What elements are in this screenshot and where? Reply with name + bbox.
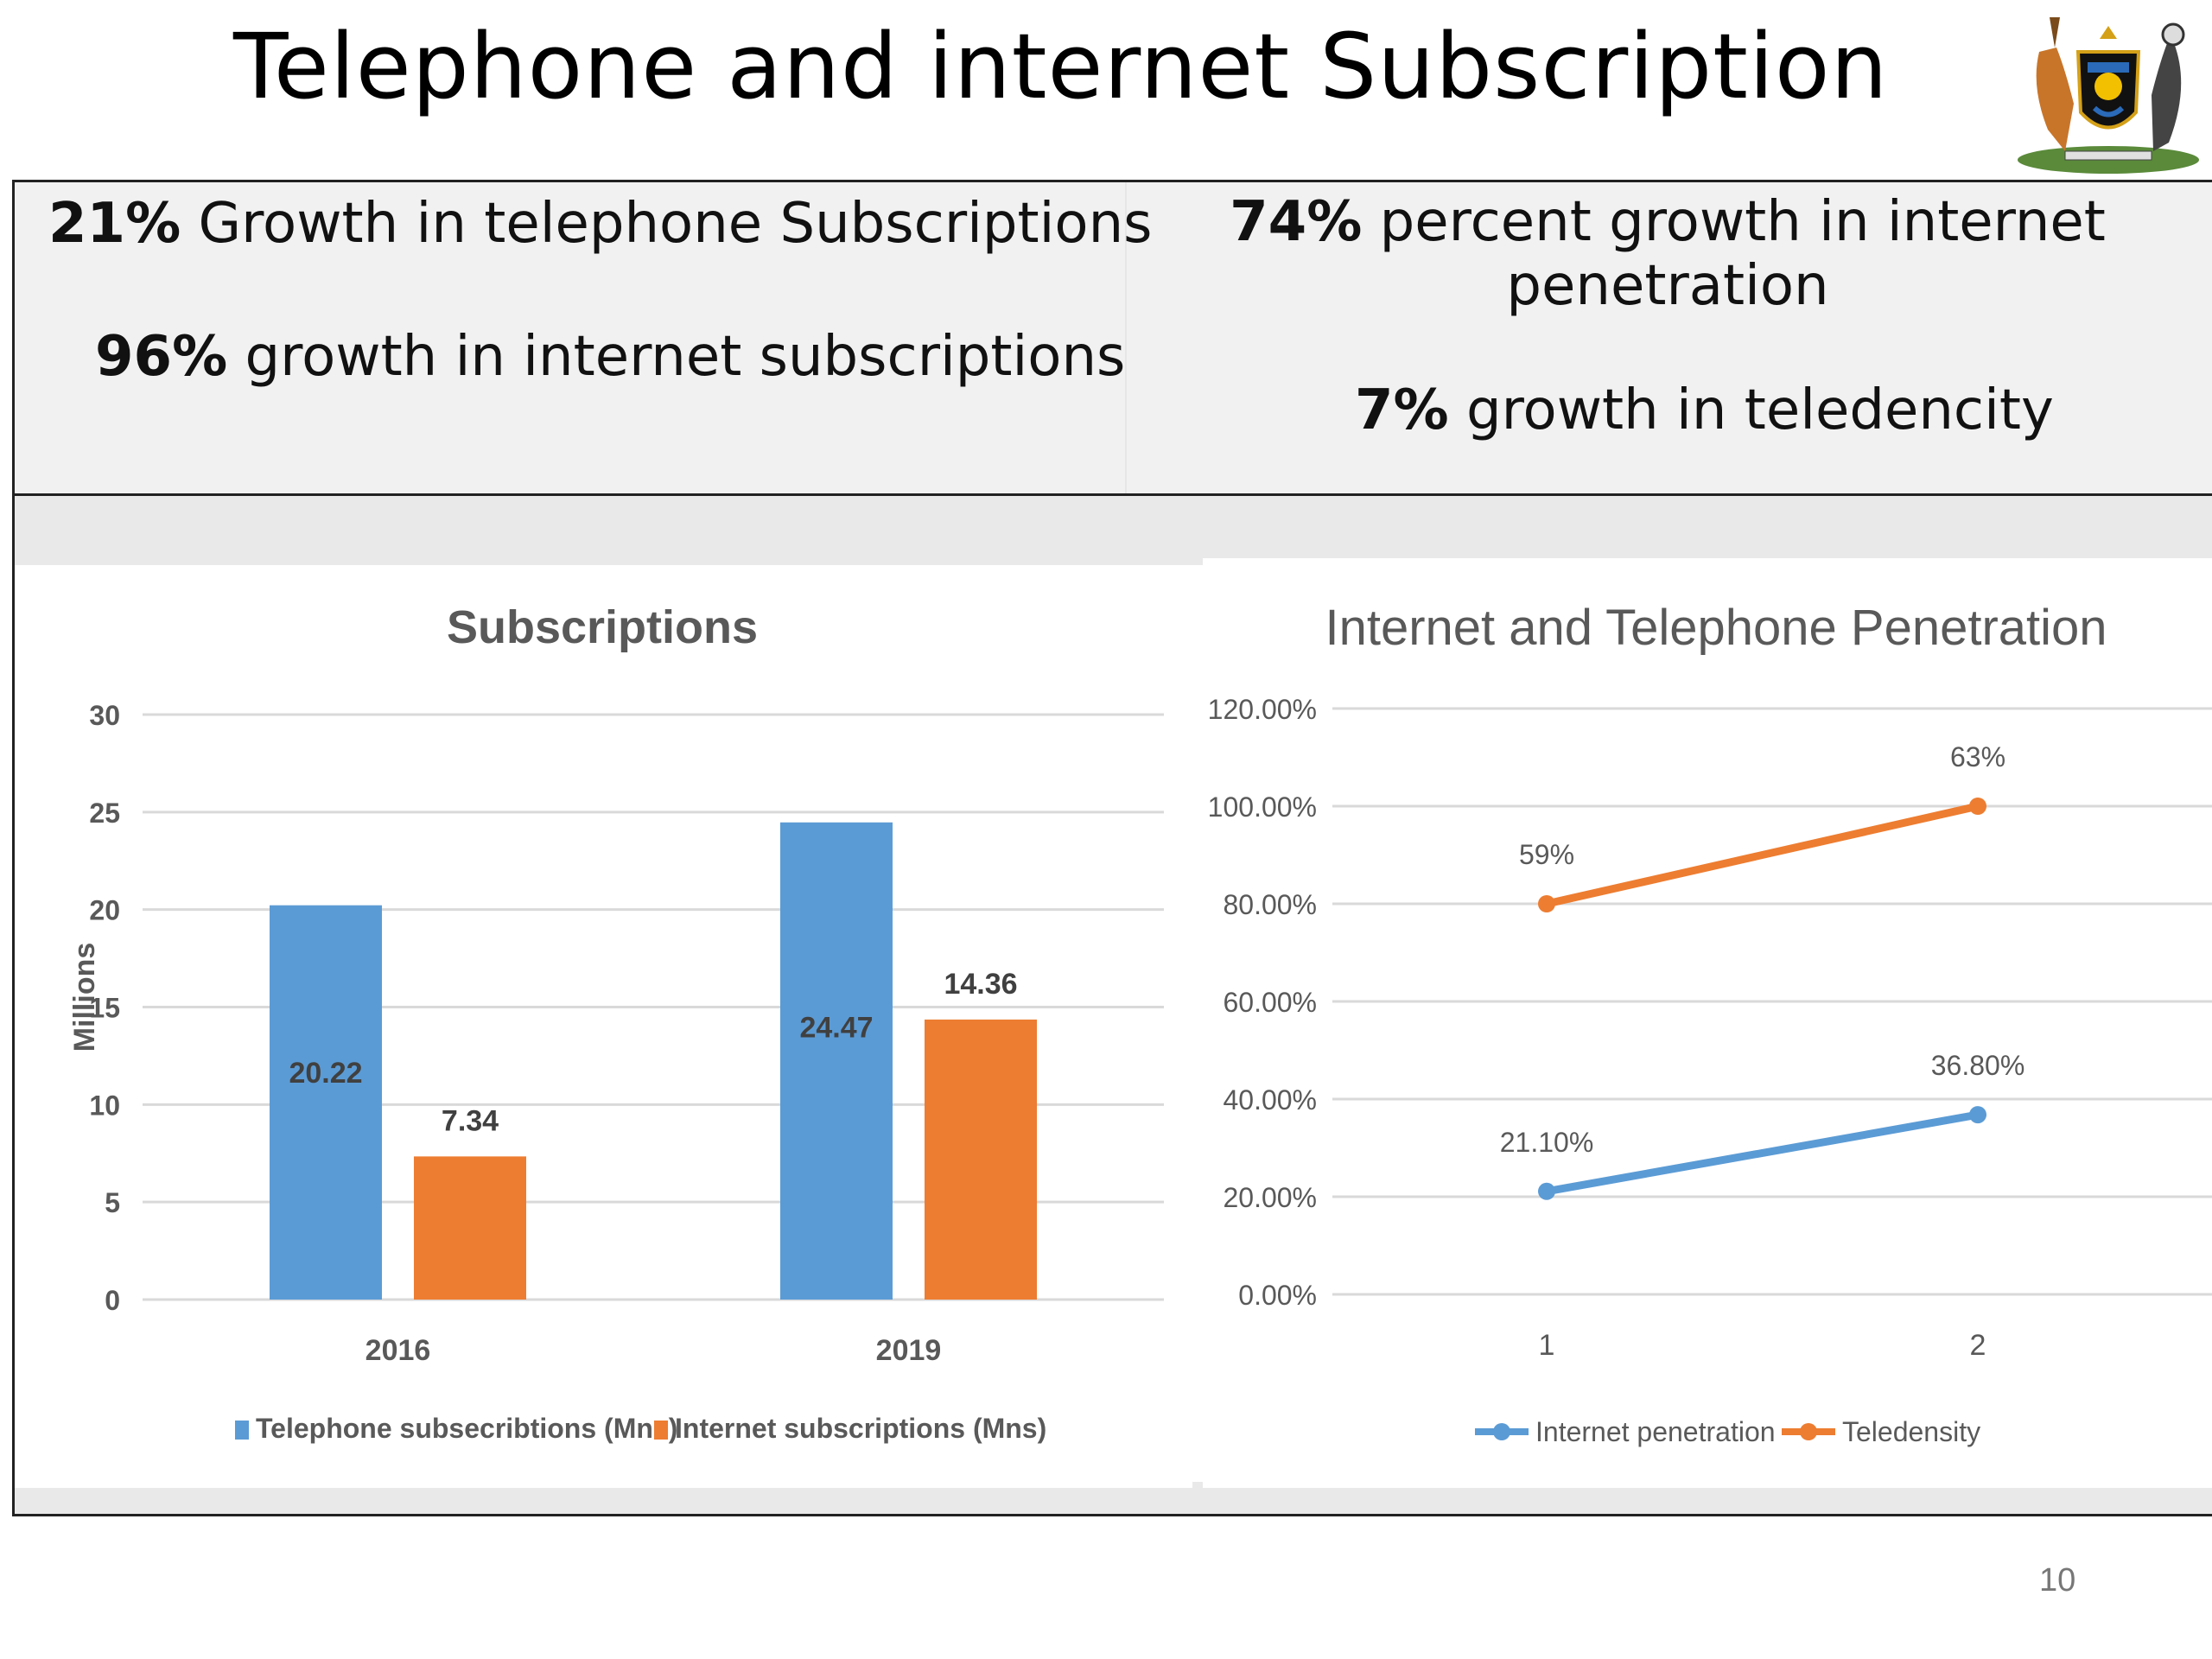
page-number: 10	[2039, 1562, 2076, 1599]
stat-teledensity-growth-value: 7%	[1355, 378, 1449, 442]
chart2-ytick-label: 100.00%	[1208, 791, 1317, 823]
chart2-legend-marker	[1493, 1423, 1510, 1440]
stat-internet-pen-text1: percent growth in internet	[1362, 190, 2106, 254]
chart2-ytick-label: 80.00%	[1223, 889, 1317, 920]
stat-telephone-growth-value: 21%	[48, 192, 181, 256]
chart1-legend-label: Telephone subsecribtions (Mns)	[256, 1413, 677, 1444]
chart1-xtick-label: 2019	[876, 1334, 942, 1367]
stat-internet-pen-growth: 74% percent growth in internet penetrati…	[1123, 190, 2212, 318]
chart2-legend-label: Internet penetration	[1535, 1416, 1776, 1447]
stat-internet-sub-growth-text: growth in internet subscriptions	[227, 325, 1126, 389]
stat-internet-sub-growth: 96% growth in internet subscriptions	[95, 325, 1125, 389]
chart1-ytick-label: 10	[89, 1090, 120, 1121]
chart2-legend-marker	[1800, 1423, 1817, 1440]
chart1-title: Subscriptions	[447, 601, 758, 653]
chart2-ytick-label: 60.00%	[1223, 987, 1317, 1018]
chart1-data-label: 14.36	[944, 968, 1017, 1001]
chart2-ytick-label: 20.00%	[1223, 1182, 1317, 1213]
subscriptions-chart-panel: Subscriptions Millions 0 5 10 15 20 25 30 20.2…	[15, 565, 1192, 1488]
chart2-xtick-label: 2	[1970, 1329, 1986, 1362]
stat-internet-pen-growth-value: 74%	[1230, 190, 1363, 254]
chart2-ytick-label: 40.00%	[1223, 1084, 1317, 1116]
stat-internet-pen-line1: 74% percent growth in internet	[1123, 190, 2212, 254]
chart2-point	[1969, 798, 1986, 815]
chart2-title: Internet and Telephone Penetration	[1325, 600, 2107, 656]
frame-left-edge	[12, 565, 15, 1516]
chart1-bar	[780, 822, 893, 1300]
chart1-ylabel: Millions	[68, 943, 101, 1052]
chart2-data-label: 63%	[1950, 741, 2005, 772]
stat-telephone-growth-text: Growth in telephone Subscriptions	[181, 192, 1153, 256]
chart2-legend-label: Teledensity	[1842, 1416, 1980, 1447]
chart1-ytick-label: 20	[89, 895, 120, 926]
subscriptions-chart: Subscriptions Millions 0 5 10 15 20 25 30 20.2…	[68, 601, 1164, 1444]
chart2-point	[1538, 895, 1555, 912]
chart1-ytick-label: 30	[89, 700, 120, 731]
stat-internet-sub-growth-value: 96%	[95, 325, 228, 389]
stat-internet-pen-line2: penetration	[1506, 254, 1829, 318]
chart2-ytick-label: 120.00%	[1208, 694, 1317, 725]
stats-box	[12, 180, 2212, 496]
chart2-point	[1969, 1106, 1986, 1124]
chart2-series-line	[1542, 1110, 1982, 1196]
chart1-legend-swatch	[654, 1421, 668, 1440]
stat-teledensity-growth: 7% growth in teledencity	[1355, 378, 2054, 442]
chart2-data-label: 36.80%	[1931, 1050, 2025, 1081]
chart2-point	[1538, 1182, 1555, 1200]
coat-of-arms-emblem	[2018, 17, 2199, 174]
chart1-legend-swatch	[235, 1421, 249, 1440]
penetration-chart: Internet and Telephone Penetration 0.00%…	[1208, 600, 2212, 1447]
chart1-bar	[925, 1019, 1037, 1300]
chart2-xtick-label: 1	[1539, 1329, 1555, 1362]
chart1-ytick-label: 25	[89, 798, 120, 829]
chart1-ytick-label: 0	[105, 1285, 120, 1316]
slide-title: Telephone and internet Subscription	[233, 14, 1889, 119]
chart1-ytick-label: 15	[89, 993, 120, 1024]
gray-band	[12, 496, 2212, 565]
chart1-ytick-label: 5	[105, 1187, 120, 1218]
chart2-data-label: 21.10%	[1500, 1127, 1594, 1158]
chart1-xtick-label: 2016	[365, 1334, 431, 1367]
chart1-legend-label: Internet subscriptions (Mns)	[675, 1413, 1046, 1444]
stats-divider	[1125, 182, 1127, 493]
chart1-data-label: 20.22	[289, 1057, 362, 1090]
penetration-chart-panel: Internet and Telephone Penetration 0.00%…	[1203, 558, 2212, 1488]
stat-teledensity-growth-text: growth in teledencity	[1448, 378, 2054, 442]
chart1-bar	[414, 1156, 526, 1300]
chart1-data-label: 24.47	[799, 1011, 873, 1044]
stat-telephone-growth: 21% Growth in telephone Subscriptions	[48, 192, 1152, 256]
chart2-ytick-label: 0.00%	[1238, 1280, 1317, 1311]
chart2-data-label: 59%	[1519, 839, 1574, 870]
chart1-data-label: 7.34	[442, 1104, 499, 1137]
chart2-series-line	[1542, 802, 1982, 908]
chart1-bar	[270, 905, 382, 1300]
